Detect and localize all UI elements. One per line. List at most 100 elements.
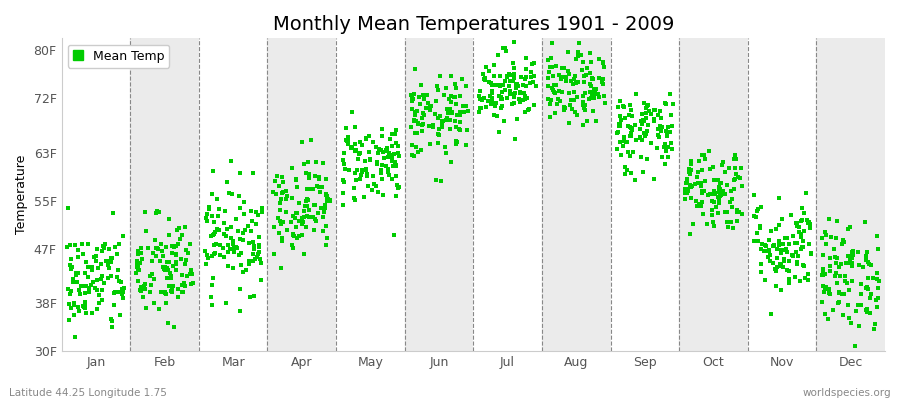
Bar [405, 38, 473, 351]
Point [184, 280, 198, 287]
Point [255, 205, 269, 212]
Point [828, 254, 842, 260]
Point [376, 148, 391, 155]
Point [703, 166, 717, 172]
Point [748, 214, 762, 220]
Point [280, 227, 294, 234]
Point [302, 175, 317, 182]
Point [361, 182, 375, 189]
Point [85, 264, 99, 270]
Point [233, 236, 248, 242]
Point [544, 55, 558, 62]
Point [383, 136, 398, 142]
Bar [816, 38, 885, 351]
Point [158, 300, 173, 306]
Point [788, 219, 803, 226]
Point [816, 251, 831, 258]
Point [579, 72, 593, 79]
Point [794, 234, 808, 240]
Point [564, 97, 579, 103]
Bar [61, 38, 130, 351]
Point [830, 218, 844, 224]
Point [543, 114, 557, 120]
Point [426, 124, 440, 130]
Point [320, 234, 335, 241]
Point [388, 159, 402, 165]
Point [145, 271, 159, 278]
Point [76, 304, 91, 311]
Point [628, 122, 643, 128]
Point [416, 121, 430, 127]
Point [720, 182, 734, 188]
Point [319, 176, 333, 182]
Point [139, 228, 153, 234]
Point [108, 288, 122, 295]
Point [380, 145, 394, 151]
Point [288, 214, 302, 221]
Point [407, 118, 421, 124]
Point [408, 66, 422, 72]
Point [71, 308, 86, 314]
Point [311, 184, 326, 190]
Point [105, 324, 120, 330]
Point [507, 70, 521, 77]
Point [683, 231, 698, 237]
Point [715, 162, 729, 168]
Point [576, 122, 590, 128]
Point [430, 115, 445, 121]
Point [70, 351, 85, 357]
Point [725, 196, 740, 202]
Point [683, 158, 698, 164]
Point [183, 241, 197, 248]
Point [794, 231, 808, 238]
Point [133, 260, 148, 266]
Point [870, 304, 885, 310]
Point [486, 73, 500, 79]
Point [348, 176, 363, 183]
Point [508, 90, 523, 96]
Point [821, 316, 835, 322]
Bar [336, 38, 405, 351]
Point [501, 71, 516, 77]
Point [225, 264, 239, 271]
Point [384, 176, 399, 182]
Point [753, 222, 768, 229]
Point [336, 190, 350, 196]
Point [115, 294, 130, 301]
Point [482, 93, 497, 99]
Point [497, 118, 511, 124]
Point [817, 270, 832, 277]
Point [710, 176, 724, 183]
Point [662, 90, 677, 97]
Point [377, 155, 392, 161]
Point [319, 192, 333, 198]
Point [796, 210, 811, 216]
Point [838, 272, 852, 279]
Point [796, 228, 811, 234]
Point [834, 290, 849, 297]
Point [107, 302, 122, 309]
Point [175, 232, 189, 238]
Point [513, 89, 527, 95]
Point [485, 94, 500, 101]
Point [164, 274, 178, 281]
Point [584, 91, 598, 97]
Point [379, 162, 393, 169]
Point [385, 131, 400, 137]
Point [454, 76, 469, 82]
Point [347, 148, 362, 154]
Point [365, 173, 380, 179]
Point [752, 224, 767, 231]
Point [479, 104, 493, 110]
Point [653, 128, 668, 135]
Point [493, 82, 508, 88]
Point [224, 235, 238, 241]
Point [778, 246, 793, 253]
Point [176, 289, 190, 295]
Point [860, 306, 874, 312]
Point [576, 59, 590, 65]
Point [815, 282, 830, 289]
Point [616, 134, 631, 140]
Point [461, 108, 475, 114]
Point [591, 91, 606, 98]
